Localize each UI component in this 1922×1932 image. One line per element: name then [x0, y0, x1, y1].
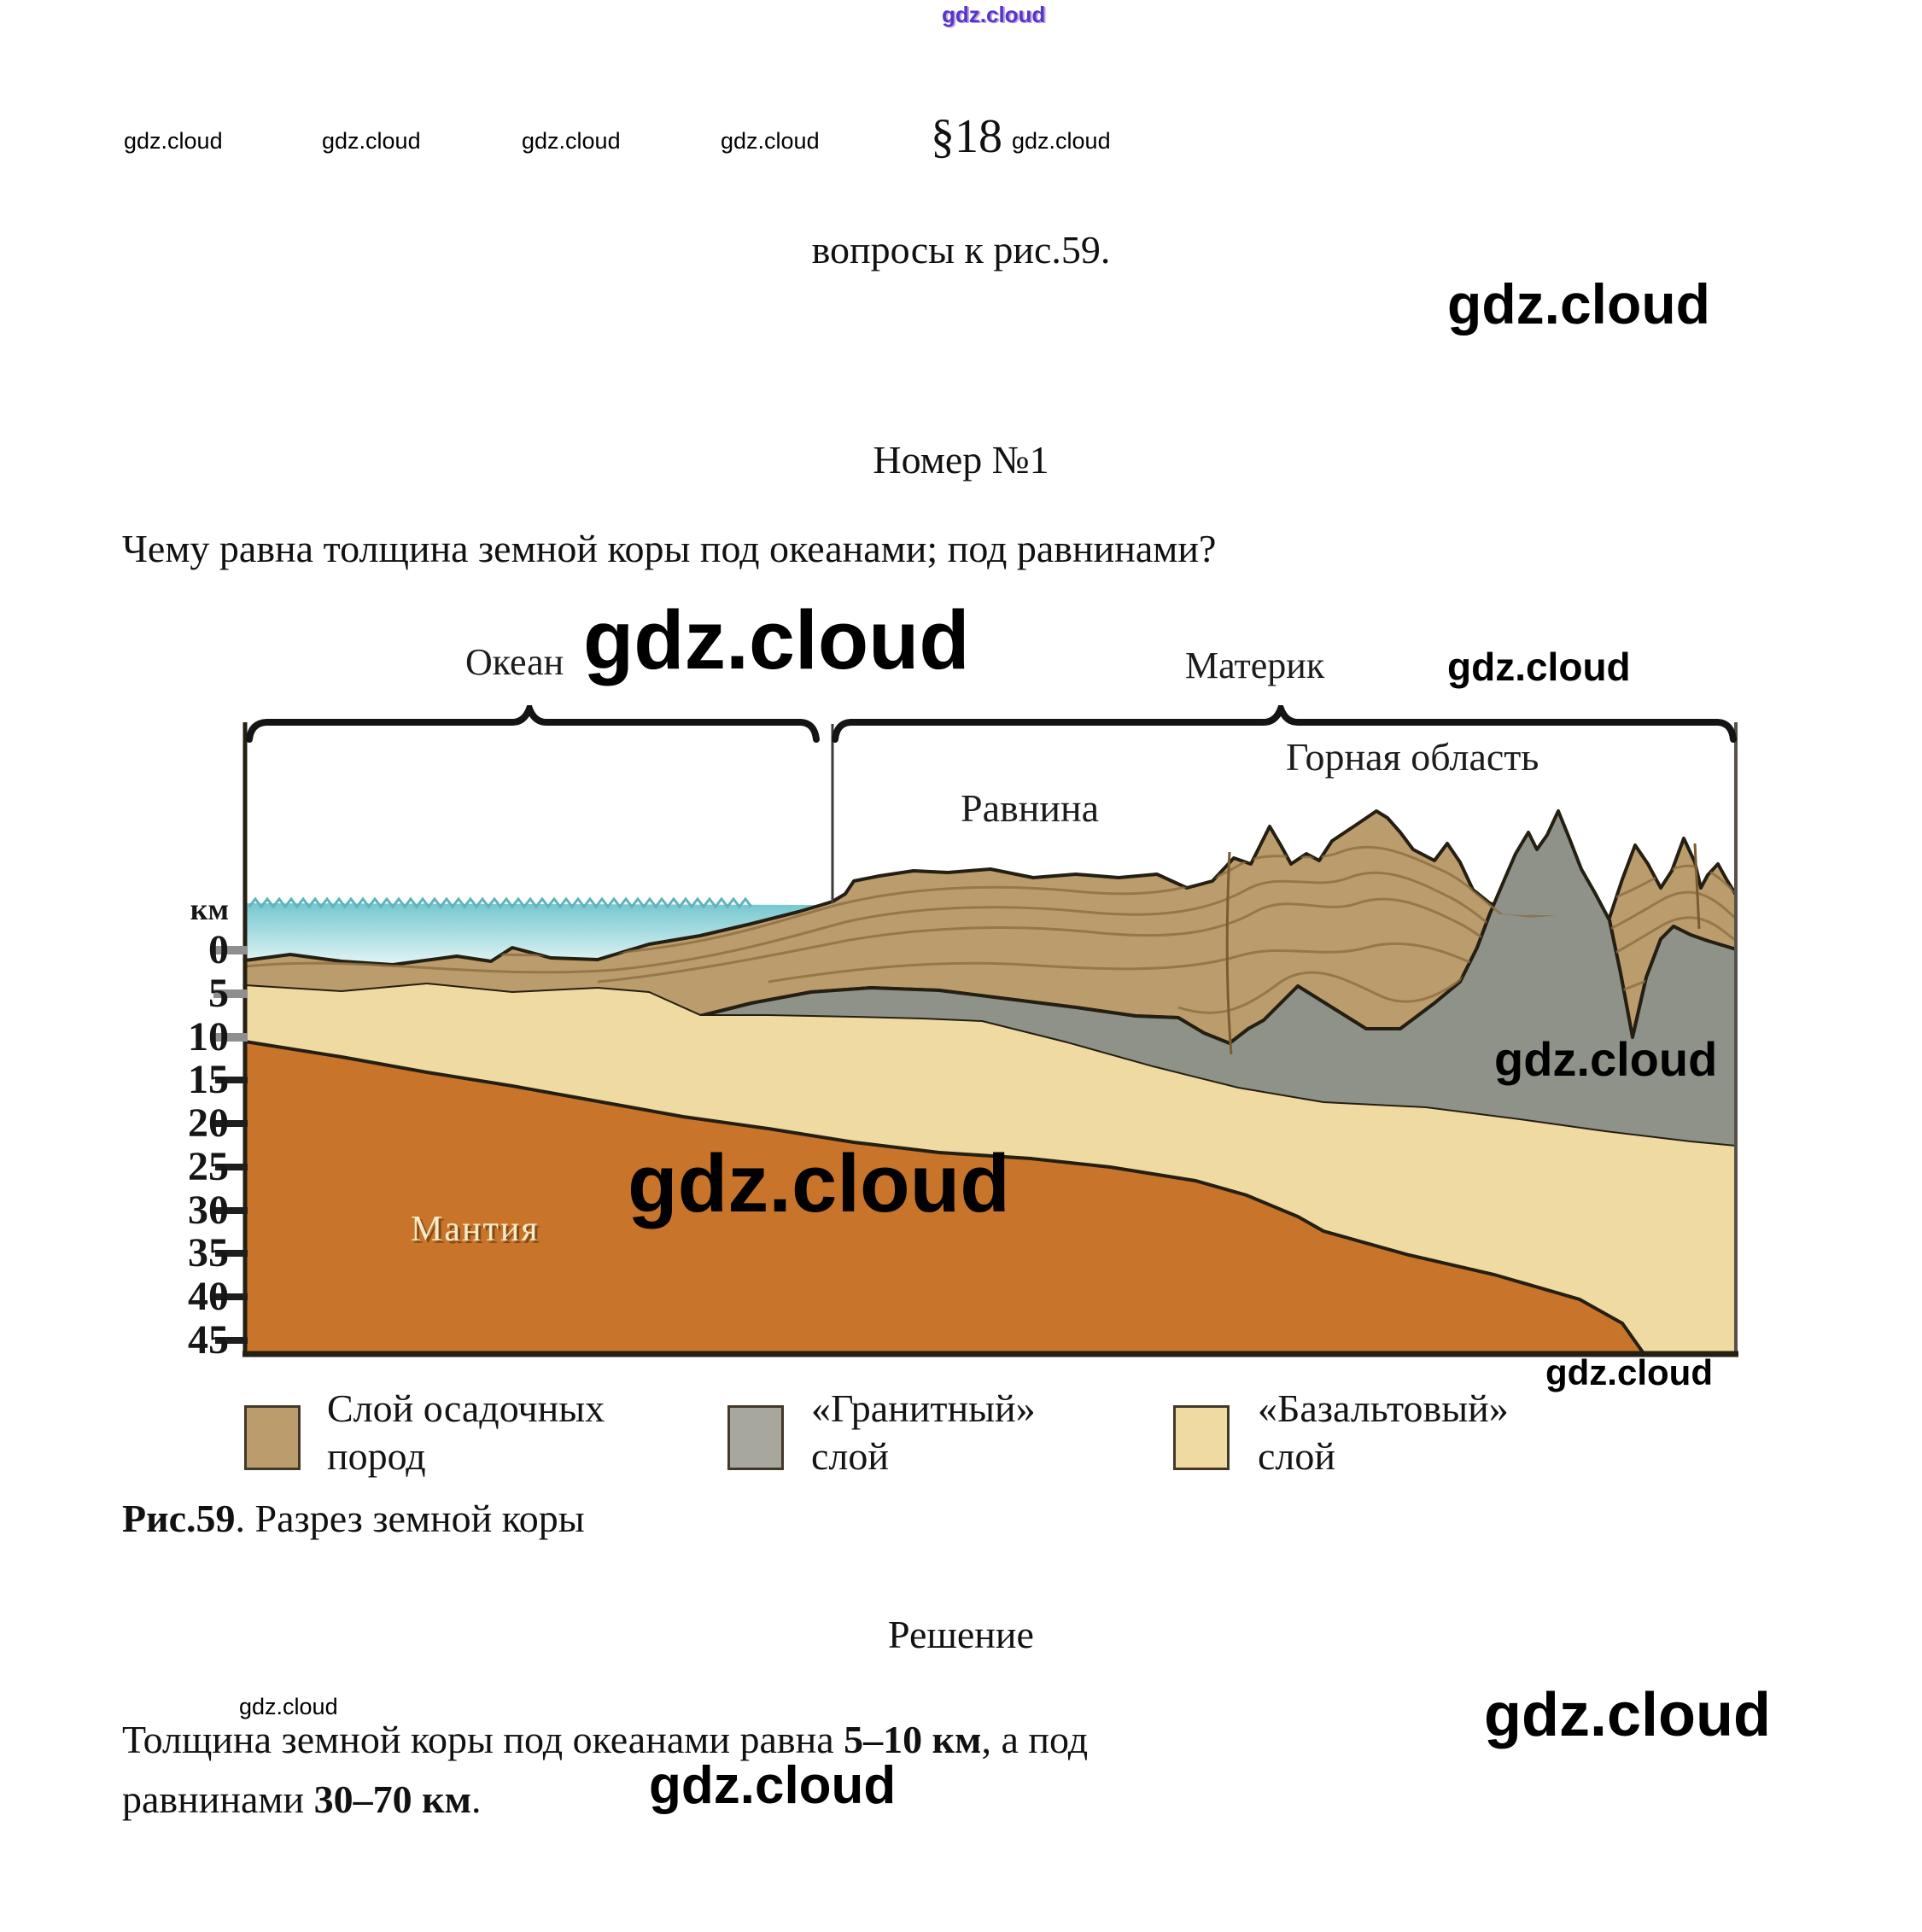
axis-tick-label-25: 25	[188, 1144, 229, 1189]
figure-caption-text: . Разрез земной коры	[235, 1497, 585, 1540]
tick-25	[215, 1164, 248, 1170]
tick-40	[215, 1293, 248, 1300]
axis-tick-label-15: 15	[188, 1057, 229, 1102]
watermark-figure-right: gdz.cloud	[1494, 1032, 1718, 1086]
legend-label-sediment-line2: пород	[327, 1434, 426, 1478]
watermark-figure-bottom-right: gdz.cloud	[1545, 1352, 1713, 1392]
answer-line-1: Толщина земной коры под океанами равна 5…	[122, 1713, 1088, 1767]
crust-cross-section-diagram	[213, 705, 1738, 1357]
figure-label-mantle: Мантия	[411, 1210, 540, 1249]
fault-line	[1225, 851, 1233, 1055]
answer-line1-text: Толщина земной коры под океанами равна	[122, 1718, 844, 1761]
axis-tick-label-20: 20	[188, 1100, 229, 1146]
legend-swatch-basalt	[1173, 1405, 1230, 1470]
ocean-water	[245, 903, 821, 965]
axis-unit-label: км	[190, 892, 229, 926]
figure-label-plain: Равнина	[961, 786, 1099, 830]
task-number: Номер №1	[873, 438, 1049, 482]
answer-line2-tail: .	[470, 1777, 482, 1821]
watermark-top-blue: gdz.cloud	[942, 2, 1046, 27]
answer-line1-tail: , а под	[981, 1718, 1089, 1761]
solution-title: Решение	[888, 1613, 1034, 1656]
axis-tick-label-0: 0	[208, 927, 229, 972]
mantle-outline	[244, 1040, 1647, 1357]
axis-tick-label-45: 45	[188, 1317, 229, 1363]
legend-label-granite-line1: «Гранитный»	[811, 1386, 1036, 1430]
watermark-header-3: gdz.cloud	[522, 128, 621, 154]
watermark-figure-top: gdz.cloud	[583, 593, 970, 686]
mantle-layer	[245, 1042, 1645, 1356]
watermark-figure-top-right: gdz.cloud	[1447, 645, 1631, 689]
axis-tick-label-30: 30	[188, 1188, 229, 1233]
tick-0	[213, 946, 248, 954]
watermark-solution-mid: gdz.cloud	[649, 1756, 897, 1815]
legend-label-granite-line2: слой	[811, 1434, 889, 1478]
tick-35	[215, 1250, 248, 1257]
wave-zigzag	[248, 896, 753, 909]
tick-20	[215, 1120, 248, 1127]
watermark-header-4: gdz.cloud	[721, 128, 820, 154]
tick-45	[215, 1337, 248, 1344]
axis-tick-label-10: 10	[188, 1014, 229, 1059]
watermark-solution-small: gdz.cloud	[239, 1694, 338, 1719]
ocean-brace	[246, 705, 820, 743]
legend-label-sediment: Слой осадочных пород	[327, 1385, 605, 1480]
tick-5	[213, 989, 248, 998]
watermark-title-right: gdz.cloud	[1447, 272, 1710, 336]
legend-swatch-granite	[727, 1405, 784, 1470]
figure-label-ocean: Океан	[465, 641, 564, 683]
legend-label-basalt: «Базальтовый» слой	[1258, 1385, 1509, 1480]
figure-label-continent: Материк	[1185, 645, 1325, 686]
answer-line2-text: равнинами	[122, 1777, 314, 1821]
fault-line-right	[1693, 843, 1701, 930]
watermark-figure-center: gdz.cloud	[628, 1138, 1010, 1229]
legend-swatch-sediment	[244, 1405, 301, 1470]
answer-ocean-thickness-value: 5–10 км	[844, 1718, 982, 1761]
figure-label-mountain-area: Горная область	[1286, 735, 1539, 779]
figure-caption: Рис.59. Разрез земной коры	[122, 1496, 585, 1541]
legend-label-granite: «Гранитный» слой	[811, 1385, 1036, 1480]
tick-10	[213, 1033, 248, 1042]
section-number: §18	[931, 110, 1002, 163]
axis-tick-label-40: 40	[188, 1274, 229, 1319]
answer-line-2: равнинами 30–70 км.	[122, 1772, 481, 1827]
legend-label-sediment-line1: Слой осадочных	[327, 1386, 605, 1430]
tick-15	[215, 1077, 248, 1083]
figure-caption-number: Рис.59	[122, 1497, 236, 1540]
watermark-header-1: gdz.cloud	[124, 128, 223, 154]
page-subtitle: вопросы к рис.59.	[811, 228, 1111, 271]
watermark-after-section: gdz.cloud	[1012, 128, 1111, 154]
watermark-solution-right: gdz.cloud	[1484, 1681, 1771, 1749]
legend-label-basalt-line1: «Базальтовый»	[1258, 1386, 1509, 1430]
axis-tick-label-35: 35	[188, 1230, 229, 1275]
answer-plain-thickness-value: 30–70 км	[313, 1777, 471, 1821]
watermark-header-2: gdz.cloud	[322, 128, 421, 154]
continent-brace	[832, 705, 1737, 743]
question-text: Чему равна толщина земной коры под океан…	[122, 527, 1217, 570]
granite-layer	[700, 811, 1736, 1147]
tick-30	[215, 1207, 248, 1214]
legend-label-basalt-line2: слой	[1258, 1434, 1335, 1478]
axis-tick-label-5: 5	[208, 971, 229, 1016]
